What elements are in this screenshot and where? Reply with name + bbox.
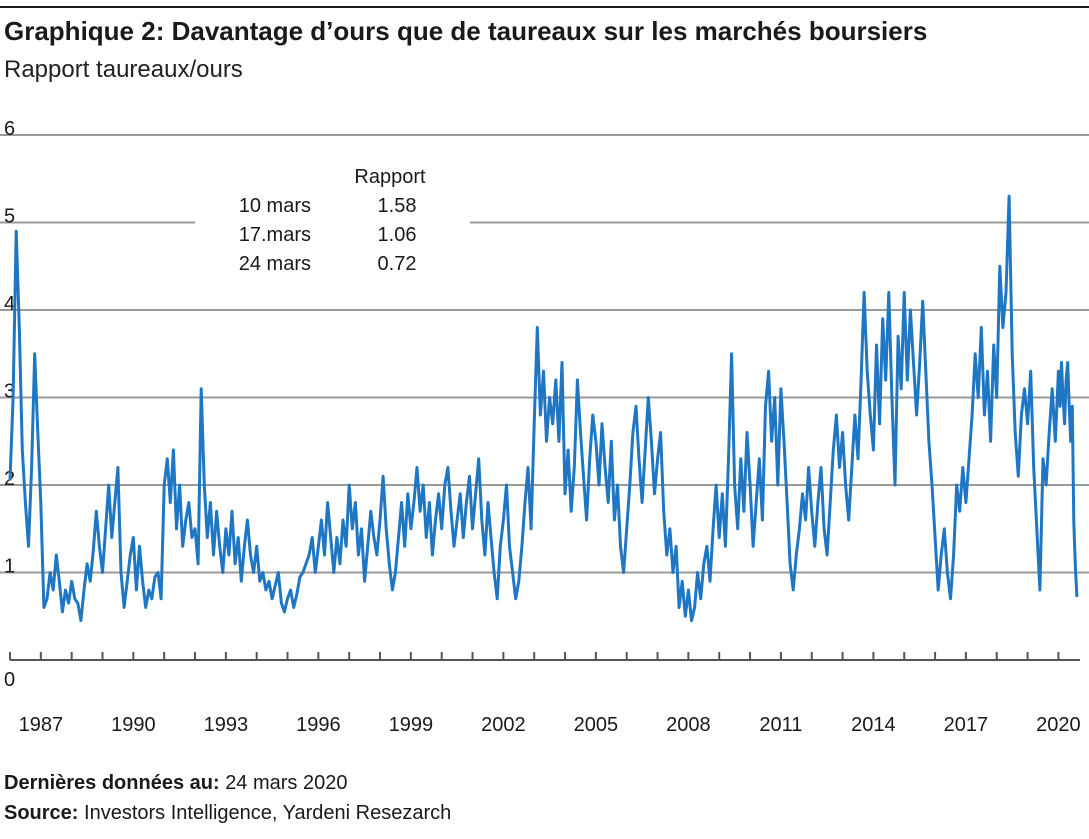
annotation-table: Rapport 10 mars 1.58 17.mars 1.06 24 mar…: [239, 166, 426, 275]
y-tick-label-6: 6: [4, 118, 15, 140]
y-tick-label-1: 1: [4, 556, 15, 578]
chart-title: Graphique 2: Davantage d’ours que de tau…: [4, 16, 928, 46]
annotation-value-1: 1.58: [378, 195, 417, 217]
x-tick-label-1993: 1993: [204, 714, 249, 736]
series-layer: [8, 194, 1079, 623]
source-value: Investors Intelligence, Yardeni Resezarc…: [84, 802, 452, 824]
chart-area: 1987 1990 1993 1996 1999 2002 2005 2008 2011 2014…: [0, 100, 1089, 750]
x-tick-label-2005: 2005: [574, 714, 619, 736]
x-tick-label-2011: 2011: [759, 714, 802, 736]
latest-data-value: 24 mars 2020: [225, 772, 348, 794]
y-tick-label-4: 4: [4, 293, 15, 315]
y-tick-label-5: 5: [4, 206, 15, 228]
x-tick-label-2020: 2020: [1036, 714, 1081, 736]
annotation-date-3: 24 mars: [239, 253, 311, 275]
footer-source: Source: Investors Intelligence, Yardeni …: [4, 802, 451, 825]
annotation-mask: [195, 160, 470, 280]
x-tick-label-2008: 2008: [666, 714, 711, 736]
x-tick-label-2014: 2014: [851, 714, 896, 736]
y-tick-label-3: 3: [4, 381, 15, 403]
latest-data-label: Dernières données au:: [4, 772, 220, 794]
x-tick-label-1999: 1999: [389, 714, 434, 736]
line-chart: 1987 1990 1993 1996 1999 2002 2005 2008 2011 2014…: [0, 118, 1089, 736]
x-axis: 1987 1990 1993 1996 1999 2002 2005 2008 2011 2014…: [9, 652, 1081, 736]
footer-latest-data: Dernières données au: 24 mars 2020: [4, 772, 347, 795]
source-label: Source:: [4, 802, 79, 824]
series-line-0: [8, 194, 1079, 623]
annotation-date-2: 17.mars: [239, 224, 311, 246]
annotation-date-1: 10 mars: [239, 195, 311, 217]
chart-subtitle: Rapport taureaux/ours: [4, 56, 243, 83]
y-tick-label-0: 0: [4, 669, 15, 691]
x-tick-label-2017: 2017: [944, 714, 989, 736]
x-tick-label-1987: 1987: [19, 714, 64, 736]
x-tick-label-2002: 2002: [481, 714, 526, 736]
annotation-heading: Rapport: [354, 166, 426, 188]
x-tick-label-1996: 1996: [296, 714, 341, 736]
annotation-value-2: 1.06: [378, 224, 417, 246]
annotation-value-3: 0.72: [378, 253, 417, 275]
x-tick-label-1990: 1990: [111, 714, 156, 736]
top-rule: [0, 6, 1089, 8]
